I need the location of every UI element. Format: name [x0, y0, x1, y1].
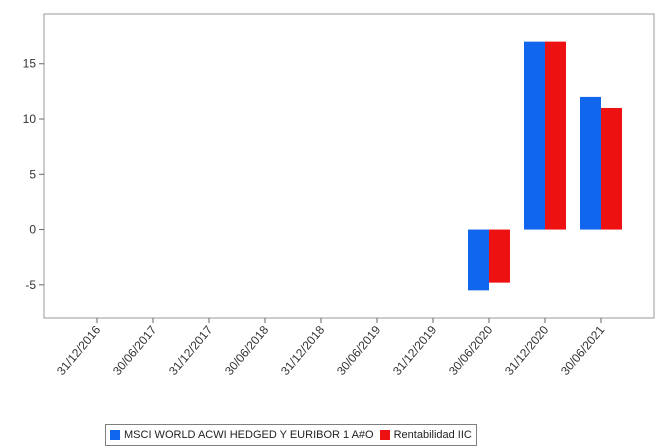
bar-benchmark-9 — [580, 96, 601, 230]
bar-fund-7 — [489, 229, 510, 283]
x-tick-label-9: 30/06/2021 — [558, 323, 608, 378]
x-tick-label-2: 31/12/2017 — [166, 323, 216, 378]
bar-benchmark-7 — [468, 229, 489, 291]
bar-benchmark-8 — [524, 41, 545, 230]
x-axis: 31/12/2016 30/06/2017 31/12/2017 30/06/2018… — [54, 318, 608, 378]
y-tick-label-0: -5 — [25, 278, 36, 292]
y-tick-label-3: 10 — [23, 112, 37, 126]
legend-swatch-fund — [379, 430, 390, 440]
legend-swatch-benchmark — [110, 430, 120, 440]
x-tick-label-7: 30/06/2020 — [446, 323, 496, 378]
x-tick-label-8: 31/12/2020 — [502, 323, 552, 378]
x-tick-label-1: 30/06/2017 — [110, 323, 160, 378]
bar-fund-8 — [545, 41, 566, 230]
x-tick-label-6: 31/12/2019 — [390, 323, 440, 378]
bar-fund-9 — [601, 107, 622, 230]
x-tick-label-3: 30/06/2018 — [222, 323, 272, 378]
legend-label-fund: Rentabilidad IIC — [393, 429, 472, 441]
bars — [468, 41, 622, 291]
legend-label-benchmark: MSCI WORLD ACWI HEDGED Y EURIBOR 1 A#O — [124, 429, 374, 441]
legend-item-benchmark: MSCI WORLD ACWI HEDGED Y EURIBOR 1 A#O — [110, 429, 374, 441]
legend: MSCI WORLD ACWI HEDGED Y EURIBOR 1 A#O R… — [105, 424, 477, 446]
legend-item-fund: Rentabilidad IIC — [379, 429, 472, 441]
x-tick-label-5: 30/06/2019 — [334, 323, 384, 378]
x-tick-label-4: 31/12/2018 — [278, 323, 328, 378]
y-tick-label-4: 15 — [23, 57, 37, 71]
y-tick-label-2: 5 — [29, 167, 36, 181]
y-tick-label-1: 0 — [29, 223, 36, 237]
y-axis: -5 0 5 10 15 — [23, 57, 44, 292]
x-tick-label-0: 31/12/2016 — [54, 323, 104, 378]
